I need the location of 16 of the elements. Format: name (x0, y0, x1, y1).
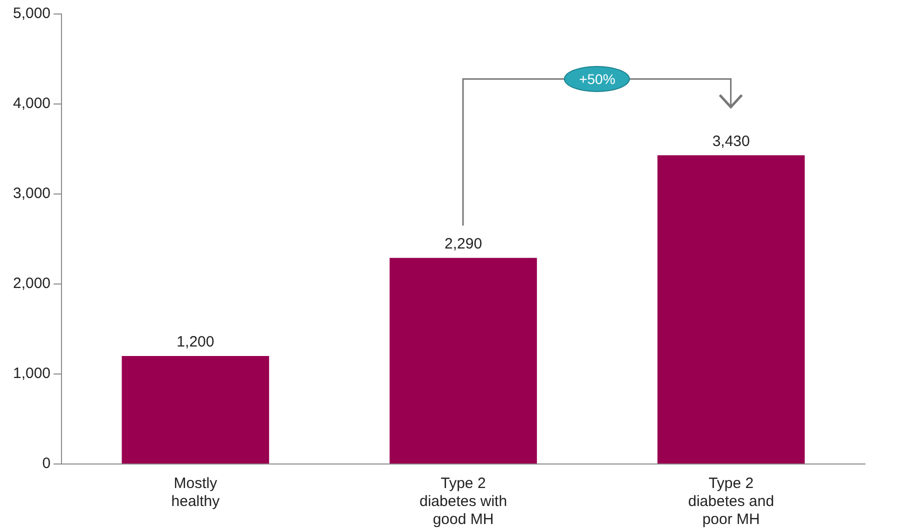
bar (390, 258, 537, 464)
annotation: +50% (564, 66, 630, 92)
data-label: 2,290 (444, 236, 482, 253)
y-tick-label: 3,000 (12, 185, 51, 202)
y-tick-label: 4,000 (12, 95, 51, 112)
bar (657, 155, 805, 464)
data-label: 3,430 (712, 132, 750, 150)
data-label: 1,200 (176, 334, 214, 351)
y-tick-label: 0 (42, 455, 51, 472)
bar (122, 356, 270, 464)
y-tick-label: 1,000 (12, 365, 51, 382)
x-tick-label: Mostly healthy (171, 475, 220, 510)
y-tick-label: 5,000 (12, 5, 51, 22)
y-tick-label: 2,000 (12, 275, 51, 292)
x-tick-label: Type 2 diabetes with good MH (419, 475, 508, 528)
x-tick-label: Type 2 diabetes and poor MH (688, 475, 774, 528)
